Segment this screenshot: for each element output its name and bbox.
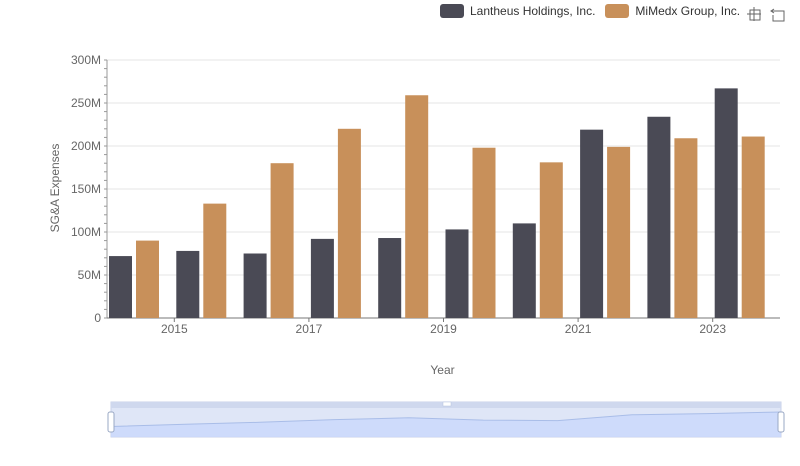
legend-label-lantheus: Lantheus Holdings, Inc. (470, 4, 596, 18)
bar (539, 162, 563, 318)
zoom-select-icon[interactable] (746, 6, 762, 22)
y-axis-title: SG&A Expenses (48, 144, 62, 233)
x-tick-label: 2023 (699, 322, 726, 336)
bar (580, 129, 604, 318)
legend-label-mimedx: MiMedx Group, Inc. (635, 4, 741, 18)
y-tick-label: 200M (71, 139, 101, 153)
x-tick-label: 2017 (296, 322, 323, 336)
bar (136, 240, 159, 318)
bar (512, 223, 536, 318)
legend-swatch-mimedx (605, 4, 630, 18)
bar (405, 95, 429, 318)
bar (243, 253, 267, 318)
zoom-reset-icon[interactable] (770, 6, 786, 22)
bar (310, 238, 334, 318)
x-tick-label: 2021 (565, 322, 592, 336)
bar (607, 146, 631, 318)
bar (109, 256, 132, 318)
bar (741, 136, 765, 318)
bar (378, 238, 402, 318)
datazoom-move-grip[interactable] (442, 401, 452, 407)
bar (714, 88, 738, 318)
toolbox (746, 6, 786, 22)
x-tick-label: 2015 (161, 322, 188, 336)
bar (674, 138, 698, 318)
y-tick-label: 250M (71, 96, 101, 110)
legend: Lantheus Holdings, Inc. MiMedx Group, In… (440, 4, 740, 18)
bar (445, 229, 469, 318)
legend-item-mimedx[interactable]: MiMedx Group, Inc. (605, 4, 740, 18)
legend-swatch-lantheus (440, 4, 464, 18)
bar (337, 128, 361, 318)
x-axis-title: Year (430, 363, 454, 377)
bar (270, 163, 294, 318)
datazoom-area (111, 412, 781, 437)
legend-item-lantheus[interactable]: Lantheus Holdings, Inc. (440, 4, 595, 18)
y-tick-label: 100M (71, 225, 101, 239)
x-tick-label: 2019 (430, 322, 457, 336)
y-tick-label: 50M (78, 268, 101, 282)
bar (647, 116, 671, 318)
datazoom-handle-left[interactable] (107, 411, 115, 433)
y-tick-label: 150M (71, 182, 101, 196)
bar (472, 147, 496, 318)
bar (176, 250, 200, 318)
datazoom-line (110, 411, 782, 427)
y-tick-label: 300M (71, 53, 101, 67)
y-tick-label: 0 (94, 311, 101, 325)
bar (203, 203, 227, 318)
datazoom-handle-right[interactable] (777, 411, 785, 433)
